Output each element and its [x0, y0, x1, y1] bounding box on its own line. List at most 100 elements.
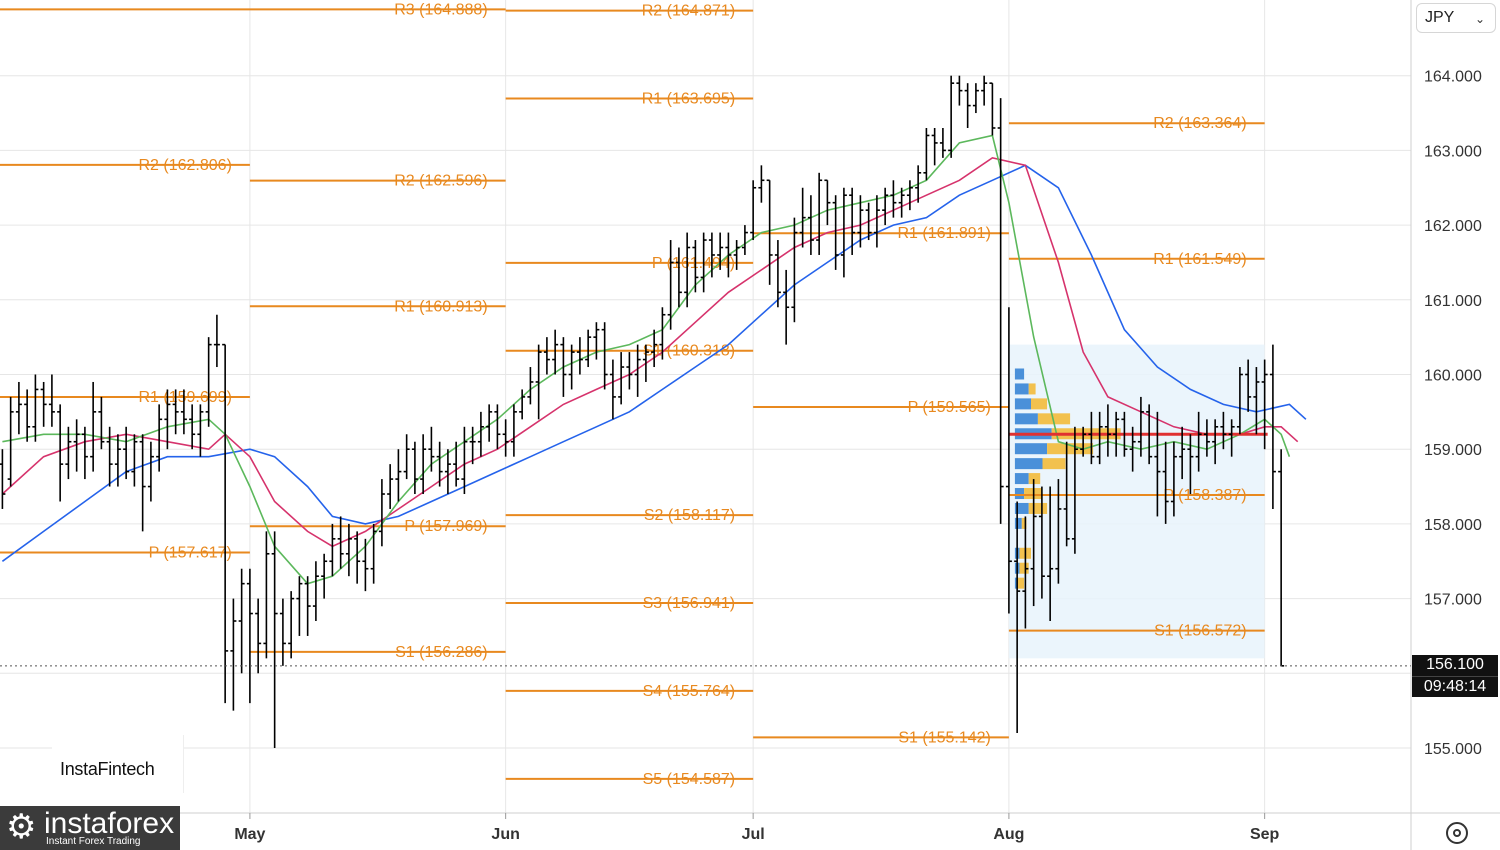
pivot-label: R2 (162.596)	[394, 173, 487, 190]
ohlc-bar	[1047, 486, 1054, 622]
pivot-label: S2 (158.117)	[644, 507, 735, 524]
ohlc-bar	[65, 426, 72, 480]
pivot-label: S1 (156.286)	[395, 644, 488, 661]
ohlc-bar	[948, 75, 955, 158]
y-tick-label: 158.000	[1424, 517, 1482, 534]
profile-bar-blue	[1014, 488, 1025, 500]
ohlc-bar	[304, 576, 311, 636]
ohlc-bar	[972, 83, 979, 114]
y-tick-label: 159.000	[1424, 442, 1482, 459]
profile-bar-blue	[1014, 577, 1018, 589]
ohlc-bar	[1261, 359, 1268, 450]
pivot-label: R1 (161.891)	[898, 225, 991, 242]
ohlc-bar	[98, 396, 105, 450]
pivot-label: S4 (155.764)	[643, 683, 736, 700]
ohlc-bar	[1071, 426, 1078, 554]
profile-bar-blue	[1014, 458, 1043, 470]
settings-icon[interactable]	[1446, 822, 1468, 844]
y-tick-label: 160.000	[1424, 368, 1482, 385]
profile-range	[1008, 344, 1265, 659]
ohlc-bar	[1137, 396, 1144, 457]
profile-bar-blue	[1014, 398, 1031, 410]
ohlc-bar	[1063, 441, 1070, 547]
pivot-levels: R3 (164.888) R2 (162.806) R1 (159.699) P (1…	[0, 1, 1265, 788]
ohlc-bar	[1022, 516, 1029, 629]
ohlc-bar	[585, 329, 592, 368]
ohlc-bar	[461, 426, 468, 495]
last-price-time: 09:48:14	[1412, 676, 1498, 698]
ohlc-bar	[1121, 411, 1128, 457]
y-tick-label: 157.000	[1424, 592, 1482, 609]
profile-bar-yellow	[1037, 413, 1071, 425]
ohlc-bar	[197, 404, 204, 457]
ohlc-bar	[750, 180, 757, 241]
ohlc-bar	[123, 426, 130, 480]
ohlc-bar	[279, 598, 286, 666]
ohlc-bar	[1104, 404, 1111, 457]
ohlc-bar	[626, 352, 633, 390]
ohlc-bar	[180, 389, 187, 435]
ohlc-bar	[337, 516, 344, 569]
watermark-logo: InstaFintech	[52, 735, 184, 793]
ohlc-bar	[32, 374, 39, 442]
x-tick-label: Aug	[993, 826, 1024, 843]
chevron-down-icon: ⌄	[1474, 12, 1485, 26]
ohlc-bar	[420, 434, 427, 495]
ohlc-bar	[494, 404, 501, 450]
profile-bar-yellow	[1047, 443, 1094, 455]
ohlc-bar	[510, 404, 517, 457]
ohlc-bar	[568, 344, 575, 390]
x-tick-label: Jun	[491, 826, 519, 843]
ohlc-bar	[634, 344, 641, 397]
y-tick-label: 162.000	[1424, 218, 1482, 235]
profile-bar-yellow	[1042, 458, 1066, 470]
ohlc-bar	[725, 232, 732, 278]
profile-bar-blue	[1014, 502, 1029, 514]
ohlc-bar	[741, 225, 748, 255]
ohlc-bar	[1236, 367, 1243, 435]
ohlc-bar	[57, 404, 64, 502]
ohlc-bar	[1146, 404, 1153, 465]
ohlc-bar	[857, 195, 864, 248]
ohlc-bar	[1080, 426, 1087, 457]
profile-bar-blue	[1014, 368, 1025, 380]
ohlc-bar	[1187, 434, 1194, 495]
currency-select[interactable]: JPY ⌄	[1416, 3, 1496, 33]
profile-bar-yellow	[1028, 383, 1036, 395]
ohlc-bar	[0, 449, 6, 509]
profile-bar-yellow	[1031, 398, 1048, 410]
ohlc-bar	[708, 232, 715, 278]
brand-badge[interactable]: ⚙ instaforex Instant Forex Trading	[0, 806, 180, 850]
ohlc-bar	[263, 531, 270, 659]
ohlc-bar	[1088, 411, 1095, 465]
pivot-label: P (157.969)	[404, 518, 487, 535]
ohlc-bar	[428, 426, 435, 472]
ohlc-bar	[1030, 479, 1037, 607]
ohlc-bar	[1245, 359, 1252, 412]
ohlc-bar	[692, 240, 699, 293]
ohlc-bar	[939, 127, 946, 158]
ohlc-bar	[189, 404, 196, 450]
ohlc-bar	[255, 598, 262, 674]
currency-select-value: JPY	[1425, 9, 1455, 26]
time-axis[interactable]: May Jun Jul Aug Sep	[234, 813, 1280, 843]
ohlc-bar	[560, 337, 567, 397]
ohlc-bar	[411, 441, 418, 495]
ohlc-bar	[997, 98, 1004, 524]
ohlc-bar	[1113, 411, 1120, 457]
pivot-label: S5 (154.587)	[643, 771, 736, 788]
ohlc-bar	[205, 337, 212, 427]
ohlc-bar	[791, 217, 798, 323]
ohlc-bar	[675, 247, 682, 308]
ohlc-bar	[898, 187, 905, 218]
ohlc-bar	[1162, 441, 1169, 524]
ohlc-bar	[527, 367, 534, 405]
pivot-label: R1 (161.549)	[1153, 251, 1246, 268]
ohlc-bar	[486, 404, 493, 442]
ohlc-bar	[1228, 419, 1235, 457]
ohlc-bar	[618, 352, 625, 405]
ohlc-bar	[436, 441, 443, 487]
profile-bar-blue	[1014, 443, 1048, 455]
ohlc-bar	[989, 82, 996, 136]
